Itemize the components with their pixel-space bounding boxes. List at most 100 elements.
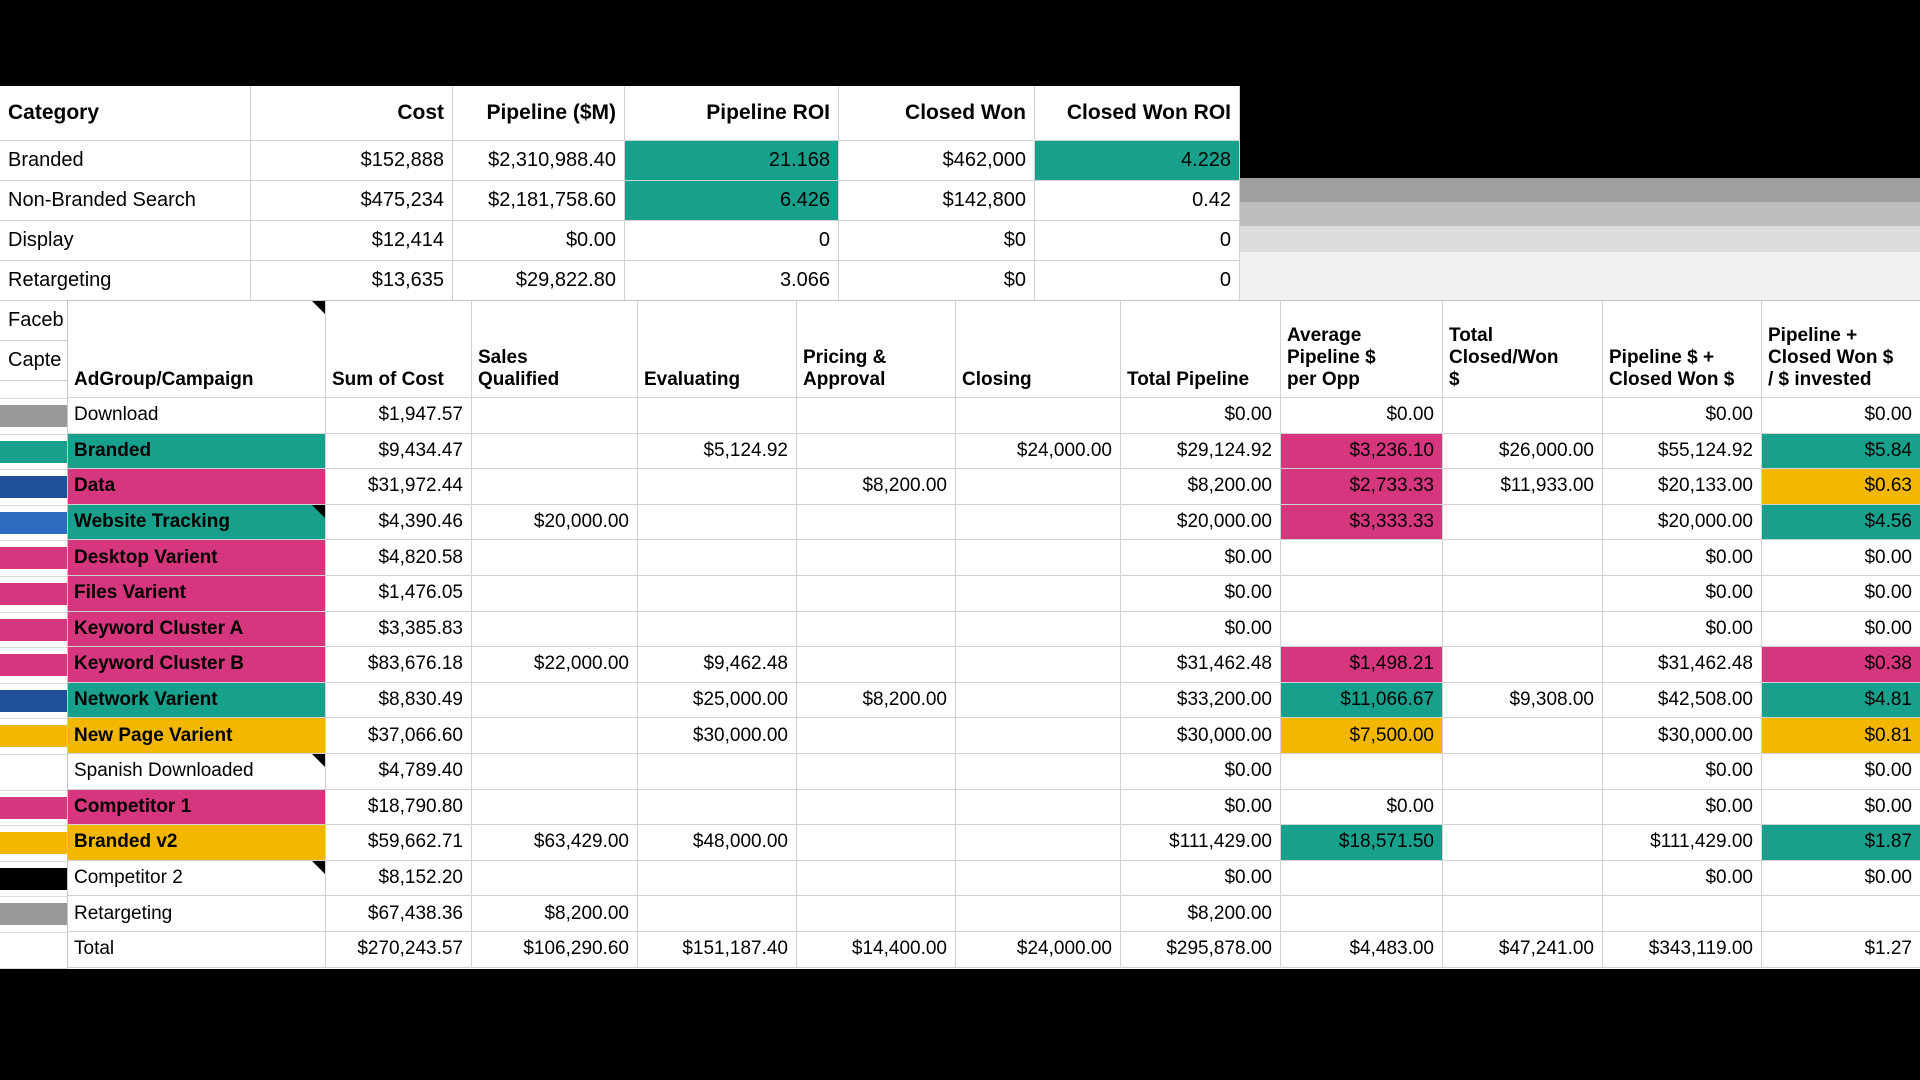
cell[interactable]: $47,241.00 bbox=[1443, 931, 1603, 968]
cell[interactable]: $8,200.00 bbox=[797, 469, 956, 505]
cell[interactable] bbox=[797, 540, 956, 576]
cell[interactable]: $4,390.46 bbox=[326, 504, 472, 541]
cell[interactable] bbox=[1281, 611, 1443, 648]
cell[interactable]: $8,200.00 bbox=[1121, 896, 1281, 932]
cell[interactable]: $59,662.71 bbox=[326, 825, 472, 861]
cell[interactable]: $0.00 bbox=[1603, 575, 1762, 612]
cell[interactable]: $8,200.00 bbox=[472, 896, 638, 932]
cell[interactable]: $0.00 bbox=[1762, 398, 1920, 434]
cell[interactable]: $11,066.67 bbox=[1281, 682, 1443, 719]
row-label-cell[interactable]: Keyword Cluster A bbox=[68, 611, 326, 648]
cell[interactable]: $30,000.00 bbox=[1603, 718, 1762, 754]
cell[interactable]: $13,635 bbox=[251, 261, 453, 301]
column-header-total-pipeline[interactable]: Total Pipeline bbox=[1121, 301, 1281, 398]
cell[interactable]: $29,822.80 bbox=[453, 261, 625, 301]
cell[interactable]: 0 bbox=[625, 221, 839, 261]
cell[interactable]: $31,972.44 bbox=[326, 469, 472, 505]
cell[interactable]: $4,789.40 bbox=[326, 753, 472, 790]
cell[interactable]: $11,933.00 bbox=[1443, 469, 1603, 505]
cell[interactable]: $3,385.83 bbox=[326, 611, 472, 648]
cell[interactable]: $7,500.00 bbox=[1281, 718, 1443, 754]
cell[interactable]: $31,462.48 bbox=[1121, 647, 1281, 683]
cell[interactable]: $20,133.00 bbox=[1603, 469, 1762, 505]
cell[interactable] bbox=[1443, 789, 1603, 826]
cell[interactable] bbox=[472, 398, 638, 434]
cell[interactable]: $4,820.58 bbox=[326, 540, 472, 576]
cell[interactable]: $0.00 bbox=[1281, 789, 1443, 826]
cell[interactable] bbox=[956, 753, 1121, 790]
cell[interactable]: $2,181,758.60 bbox=[453, 181, 625, 221]
cell[interactable] bbox=[638, 575, 797, 612]
row-label-cell[interactable]: Branded bbox=[0, 141, 251, 181]
cell[interactable] bbox=[956, 825, 1121, 861]
cell[interactable]: $14,400.00 bbox=[797, 931, 956, 968]
cell[interactable] bbox=[472, 575, 638, 612]
cell[interactable]: $55,124.92 bbox=[1603, 433, 1762, 470]
row-label-cell[interactable]: New Page Varient bbox=[68, 718, 326, 754]
cell[interactable] bbox=[1443, 896, 1603, 932]
cell[interactable]: $475,234 bbox=[251, 181, 453, 221]
cell[interactable] bbox=[472, 718, 638, 754]
row-label-cell[interactable]: Branded v2 bbox=[68, 825, 326, 861]
cell[interactable] bbox=[797, 860, 956, 897]
row-label-cell[interactable]: Spanish Downloaded bbox=[68, 753, 326, 790]
cell[interactable]: $37,066.60 bbox=[326, 718, 472, 754]
cell[interactable] bbox=[638, 398, 797, 434]
cell[interactable]: $1,498.21 bbox=[1281, 647, 1443, 683]
cell[interactable]: $4,483.00 bbox=[1281, 931, 1443, 968]
cell[interactable]: $5.84 bbox=[1762, 433, 1920, 470]
cell[interactable] bbox=[956, 789, 1121, 826]
cell[interactable] bbox=[797, 611, 956, 648]
cell[interactable] bbox=[1281, 575, 1443, 612]
cell[interactable]: $3,333.33 bbox=[1281, 504, 1443, 541]
column-header-avg-pipeline-per-opp[interactable]: Average Pipeline $ per Opp bbox=[1281, 301, 1443, 398]
cell[interactable]: $0.00 bbox=[1121, 611, 1281, 648]
cell[interactable]: $0 bbox=[839, 221, 1035, 261]
cell[interactable]: $12,414 bbox=[251, 221, 453, 261]
cell[interactable]: $20,000.00 bbox=[1121, 504, 1281, 541]
cell[interactable] bbox=[797, 896, 956, 932]
column-header-closed-won-roi[interactable]: Closed Won ROI bbox=[1035, 86, 1240, 141]
row-label-cell[interactable]: Download bbox=[68, 398, 326, 434]
column-header-pipeline-roi[interactable]: Pipeline ROI bbox=[625, 86, 839, 141]
cell[interactable] bbox=[472, 860, 638, 897]
cell[interactable]: $0.00 bbox=[1121, 398, 1281, 434]
cell[interactable] bbox=[1443, 575, 1603, 612]
row-label-cell[interactable]: Keyword Cluster B bbox=[68, 647, 326, 683]
cell[interactable] bbox=[797, 647, 956, 683]
column-header-adgroup[interactable]: AdGroup/Campaign bbox=[68, 301, 326, 398]
cell[interactable]: $0.00 bbox=[1762, 789, 1920, 826]
cell[interactable] bbox=[638, 540, 797, 576]
column-header-closing[interactable]: Closing bbox=[956, 301, 1121, 398]
cell[interactable] bbox=[1281, 860, 1443, 897]
cell[interactable]: $42,508.00 bbox=[1603, 682, 1762, 719]
cell[interactable]: $0.00 bbox=[1121, 860, 1281, 897]
cell[interactable]: $152,888 bbox=[251, 141, 453, 181]
cell[interactable]: $83,676.18 bbox=[326, 647, 472, 683]
cell[interactable]: $30,000.00 bbox=[1121, 718, 1281, 754]
cell[interactable]: $24,000.00 bbox=[956, 931, 1121, 968]
cell[interactable]: $0.00 bbox=[1281, 398, 1443, 434]
cell[interactable]: $9,308.00 bbox=[1443, 682, 1603, 719]
row-label-cell[interactable]: Retargeting bbox=[0, 261, 251, 301]
cell[interactable] bbox=[797, 825, 956, 861]
cell[interactable] bbox=[638, 860, 797, 897]
cell[interactable]: $0.00 bbox=[1603, 789, 1762, 826]
cell[interactable]: $0 bbox=[839, 261, 1035, 301]
row-label-cell[interactable]: Retargeting bbox=[68, 896, 326, 932]
cell[interactable] bbox=[638, 753, 797, 790]
cell[interactable]: $4.56 bbox=[1762, 504, 1920, 541]
cell[interactable] bbox=[638, 611, 797, 648]
column-header-pipeline-plus-closed-won[interactable]: Pipeline $ + Closed Won $ bbox=[1603, 301, 1762, 398]
cell[interactable] bbox=[1443, 825, 1603, 861]
column-header-pricing-approval[interactable]: Pricing & Approval bbox=[797, 301, 956, 398]
cell[interactable]: 4.228 bbox=[1035, 141, 1240, 181]
cell[interactable]: 21.168 bbox=[625, 141, 839, 181]
cell[interactable] bbox=[1281, 540, 1443, 576]
cell[interactable] bbox=[638, 896, 797, 932]
cell[interactable]: $1,947.57 bbox=[326, 398, 472, 434]
cell[interactable] bbox=[797, 575, 956, 612]
cell[interactable]: $2,733.33 bbox=[1281, 469, 1443, 505]
cell[interactable] bbox=[1443, 718, 1603, 754]
cell[interactable] bbox=[1443, 860, 1603, 897]
